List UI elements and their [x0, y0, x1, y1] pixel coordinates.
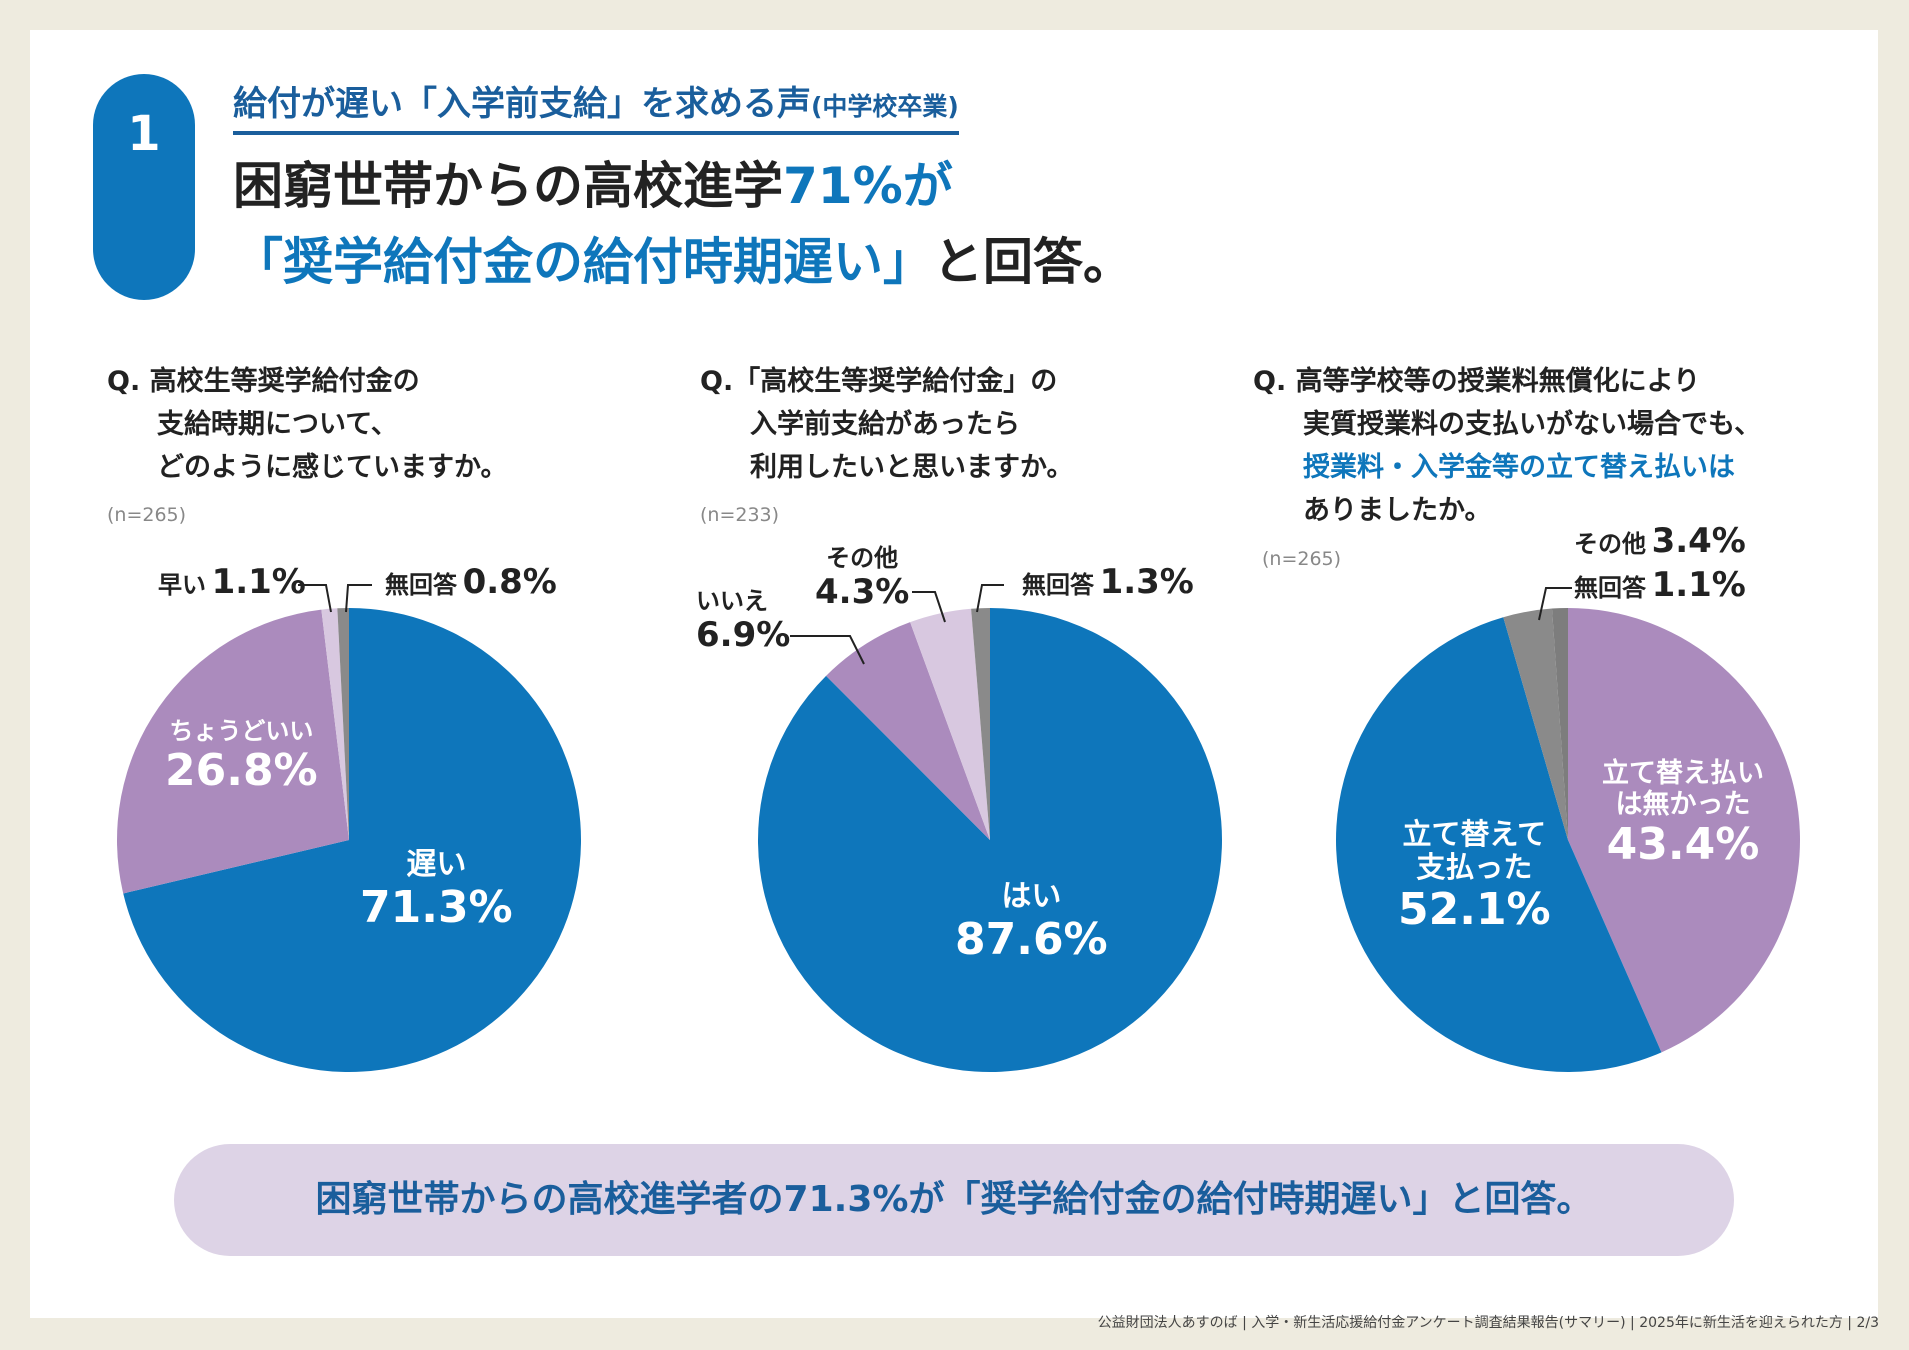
label-no-answer: 無回答 1.3% — [1022, 562, 1194, 602]
pie-slice — [337, 608, 349, 840]
label-late: 遅い 71.3% — [360, 847, 513, 933]
slice-label: 無回答 — [1574, 574, 1646, 602]
sample-size-3: (n=265) — [1262, 548, 1342, 570]
leader-line — [976, 584, 1004, 613]
label-no-answer: 無回答 0.8% — [385, 562, 557, 602]
slice-value: 1.1% — [1651, 565, 1746, 605]
pie-slice — [117, 609, 349, 894]
q-line: Q. 高校生等奨学給付金の — [107, 366, 420, 397]
label-no: いいえ 6.9% — [696, 587, 791, 655]
slice-value: 6.9% — [696, 614, 791, 655]
slice-label: 支払った — [1416, 850, 1533, 885]
page-title: 困窮世帯からの高校進学71%が 「奨学給付金の給付時期遅い」と回答。 — [233, 148, 1133, 300]
label-just-right: ちょうどいい 26.8% — [165, 717, 318, 796]
q-line: Q. 高等学校等の授業料無償化により — [1253, 366, 1701, 397]
pie-chart-3 — [1335, 608, 1800, 1073]
slice-label: 無回答 — [1022, 571, 1094, 599]
title-part: が — [902, 157, 953, 215]
question-3: Q. 高等学校等の授業料無償化により実質授業料の支払いがない場合でも、 授業料・入… — [1253, 360, 1761, 532]
q-line: 実質授業料の支払いがない場合でも、 — [1303, 409, 1762, 440]
section-number-badge: 1 — [93, 74, 195, 300]
slice-value: 43.4% — [1606, 819, 1760, 871]
q-line: 支給時期について、 — [157, 409, 398, 440]
pie-slice — [826, 622, 990, 840]
label-yes: はい 87.6% — [955, 879, 1108, 965]
label-no-answer: 無回答 1.1% — [1574, 565, 1746, 605]
leader-line — [790, 635, 865, 665]
pie-chart-2 — [757, 608, 1222, 1073]
q-line-highlight: 授業料・入学金等の立て替え払いは — [1303, 452, 1735, 483]
title-highlight: 71% — [783, 157, 903, 215]
title-part: と回答。 — [933, 233, 1133, 291]
label-other: その他 4.3% — [815, 544, 910, 612]
leader-line — [912, 591, 946, 623]
leader-line — [298, 584, 332, 613]
footer: 公益財団法人あすのば | 入学・新生活応援給付金アンケート調査結果報告(サマリー… — [1097, 1315, 1879, 1331]
slice-value: 1.1% — [211, 562, 306, 602]
q-line: ありましたか。 — [1303, 495, 1492, 526]
summary-banner: 困窮世帯からの高校進学者の71.3%が「奨学給付金の給付時期遅い」と回答。 — [174, 1144, 1734, 1256]
slice-label: いいえ — [696, 587, 768, 615]
pie-slice — [1568, 608, 1800, 1053]
slice-label: 立て替え払い — [1602, 758, 1764, 789]
slice-label: は無かった — [1615, 789, 1751, 821]
question-1: Q. 高校生等奨学給付金の支給時期について、どのように感じていますか。 — [107, 360, 507, 489]
subtitle-note: (中学校卒業) — [811, 92, 959, 121]
leader-line — [1538, 587, 1572, 621]
label-other: その他 3.4% — [1574, 521, 1746, 561]
q-line: Q.「高校生等奨学給付金」の — [700, 366, 1058, 397]
pie-slice — [910, 608, 990, 840]
pie-chart-1 — [117, 608, 581, 1072]
q-line: 利用したいと思いますか。 — [750, 452, 1074, 483]
slice-value: 3.4% — [1651, 521, 1746, 561]
title-highlight: 「奨学給付金の給付時期遅い」 — [233, 233, 933, 291]
slice-label: 遅い — [406, 847, 467, 882]
pie-slice — [123, 608, 581, 1072]
label-not-advanced: 立て替え払い は無かった 43.4% — [1602, 758, 1764, 871]
slice-label: その他 — [826, 544, 899, 572]
slice-label: ちょうどいい — [169, 717, 314, 745]
sample-size-2: (n=233) — [700, 504, 780, 526]
question-2: Q.「高校生等奨学給付金」の入学前支給があったら利用したいと思いますか。 — [700, 360, 1073, 489]
slice-label: 立て替えて — [1402, 817, 1547, 851]
slice-label: 無回答 — [385, 571, 457, 599]
slice-value: 71.3% — [360, 881, 513, 933]
slice-value: 1.3% — [1099, 562, 1194, 602]
slice-value: 4.3% — [815, 571, 910, 612]
pie-slice — [321, 608, 349, 840]
leader-line — [345, 584, 372, 613]
q-line: 入学前支給があったら — [750, 409, 1020, 440]
pie-slice — [757, 608, 1222, 1073]
slice-label: はい — [1001, 879, 1062, 914]
slice-value: 87.6% — [955, 913, 1108, 965]
sample-size-1: (n=265) — [107, 504, 187, 526]
slice-label: 早い — [158, 571, 206, 599]
slice-value: 52.1% — [1398, 883, 1551, 935]
q-line: どのように感じていますか。 — [157, 452, 508, 483]
title-part: 困窮世帯からの高校進学 — [233, 157, 783, 215]
pie-slice — [1503, 608, 1568, 840]
slice-value: 26.8% — [165, 744, 318, 796]
pie-slice — [971, 608, 990, 840]
section-subtitle: 給付が遅い「入学前支給」を求める声(中学校卒業) — [233, 76, 959, 135]
pie-slice — [1335, 617, 1662, 1073]
subtitle-text: 給付が遅い「入学前支給」を求める声 — [233, 84, 811, 124]
slice-value: 0.8% — [462, 562, 557, 602]
pie-slice — [1551, 608, 1568, 840]
label-early: 早い 1.1% — [158, 562, 306, 602]
label-advanced: 立て替えて 支払った 52.1% — [1398, 817, 1551, 935]
slice-label: その他 — [1574, 530, 1646, 558]
